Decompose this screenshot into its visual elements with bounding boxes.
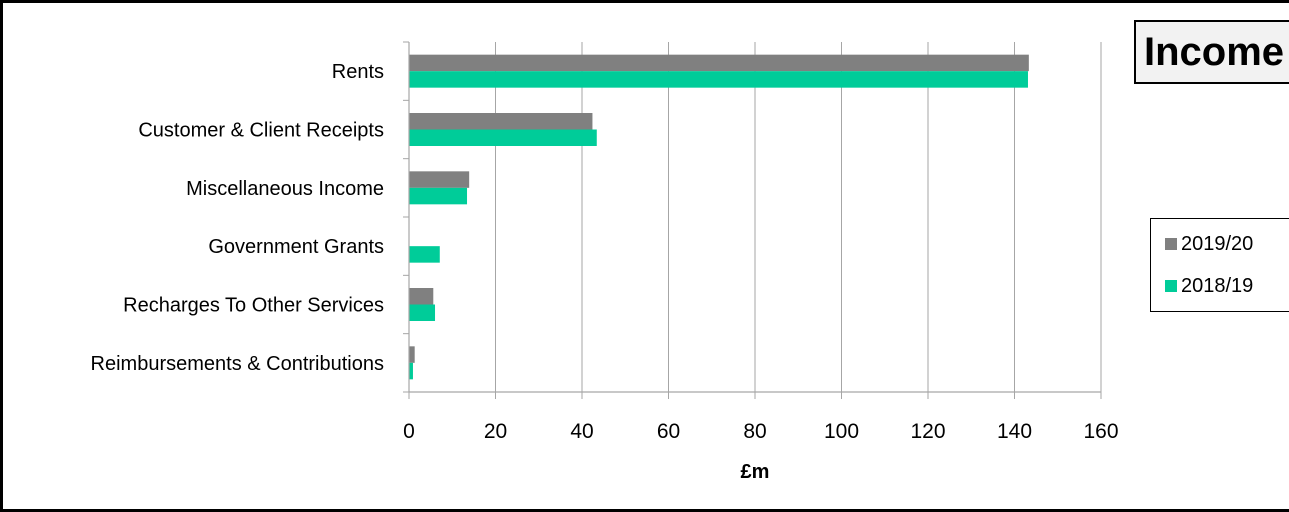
legend-item-2019-20: 2019/20: [1165, 233, 1253, 256]
x-tick-label-40: 40: [570, 420, 593, 443]
legend-item-2018-19: 2018/19: [1165, 275, 1253, 298]
bar-miscellaneous-income-2018-19: [409, 187, 468, 205]
chart-title: Income: [1144, 30, 1285, 74]
bar-government-grants-2018-19: [409, 246, 440, 263]
bar-rents-2019-20: [409, 54, 1029, 72]
bar-rents-2018-19: [409, 71, 1028, 88]
x-axis-title: £m: [741, 461, 770, 483]
category-label-reimbursements-contributions: Reimbursements & Contributions: [91, 353, 384, 375]
legend-label-2018-19: 2018/19: [1181, 275, 1254, 297]
gridlines: [495, 42, 1102, 392]
bar-reimbursements-contributions-2018-19: [409, 362, 413, 380]
category-label-government-grants: Government Grants: [208, 236, 384, 258]
x-tick-label-80: 80: [743, 420, 766, 443]
x-tick-label-60: 60: [657, 420, 680, 443]
x-tick-label-160: 160: [1083, 420, 1118, 443]
bar-miscellaneous-income-2019-20: [409, 171, 470, 188]
category-label-miscellaneous-income: Miscellaneous Income: [186, 178, 384, 200]
x-tick-label-140: 140: [997, 420, 1032, 443]
category-label-rents: Rents: [332, 61, 384, 83]
category-label-customer-client-receipts: Customer & Client Receipts: [138, 120, 384, 142]
x-tick-label-120: 120: [910, 420, 945, 443]
legend-swatch-2019-20: [1165, 238, 1177, 250]
x-tick-label-0: 0: [403, 420, 415, 443]
bar-reimbursements-contributions-2019-20: [409, 346, 415, 363]
legend-swatch-2018-19: [1165, 280, 1177, 292]
bar-customer-client-receipts-2018-19: [409, 129, 597, 146]
chart-title-box: Income: [1134, 20, 1289, 84]
bar-customer-client-receipts-2019-20: [409, 113, 593, 130]
axes: [403, 41, 1102, 399]
legend: 2019/20 2018/19: [1150, 218, 1289, 312]
x-tick-label-20: 20: [484, 420, 507, 443]
x-tick-label-100: 100: [824, 420, 859, 443]
category-label-recharges-to-other-services: Recharges To Other Services: [123, 295, 384, 317]
legend-label-2019-20: 2019/20: [1181, 233, 1254, 255]
bar-recharges-to-other-services-2018-19: [409, 304, 436, 321]
labels: 0 20 40 60 80 100 120 140 160 Rents Customer & Cli…: [91, 61, 1119, 443]
bar-recharges-to-other-services-2019-20: [409, 288, 434, 305]
bars: [409, 54, 1029, 380]
